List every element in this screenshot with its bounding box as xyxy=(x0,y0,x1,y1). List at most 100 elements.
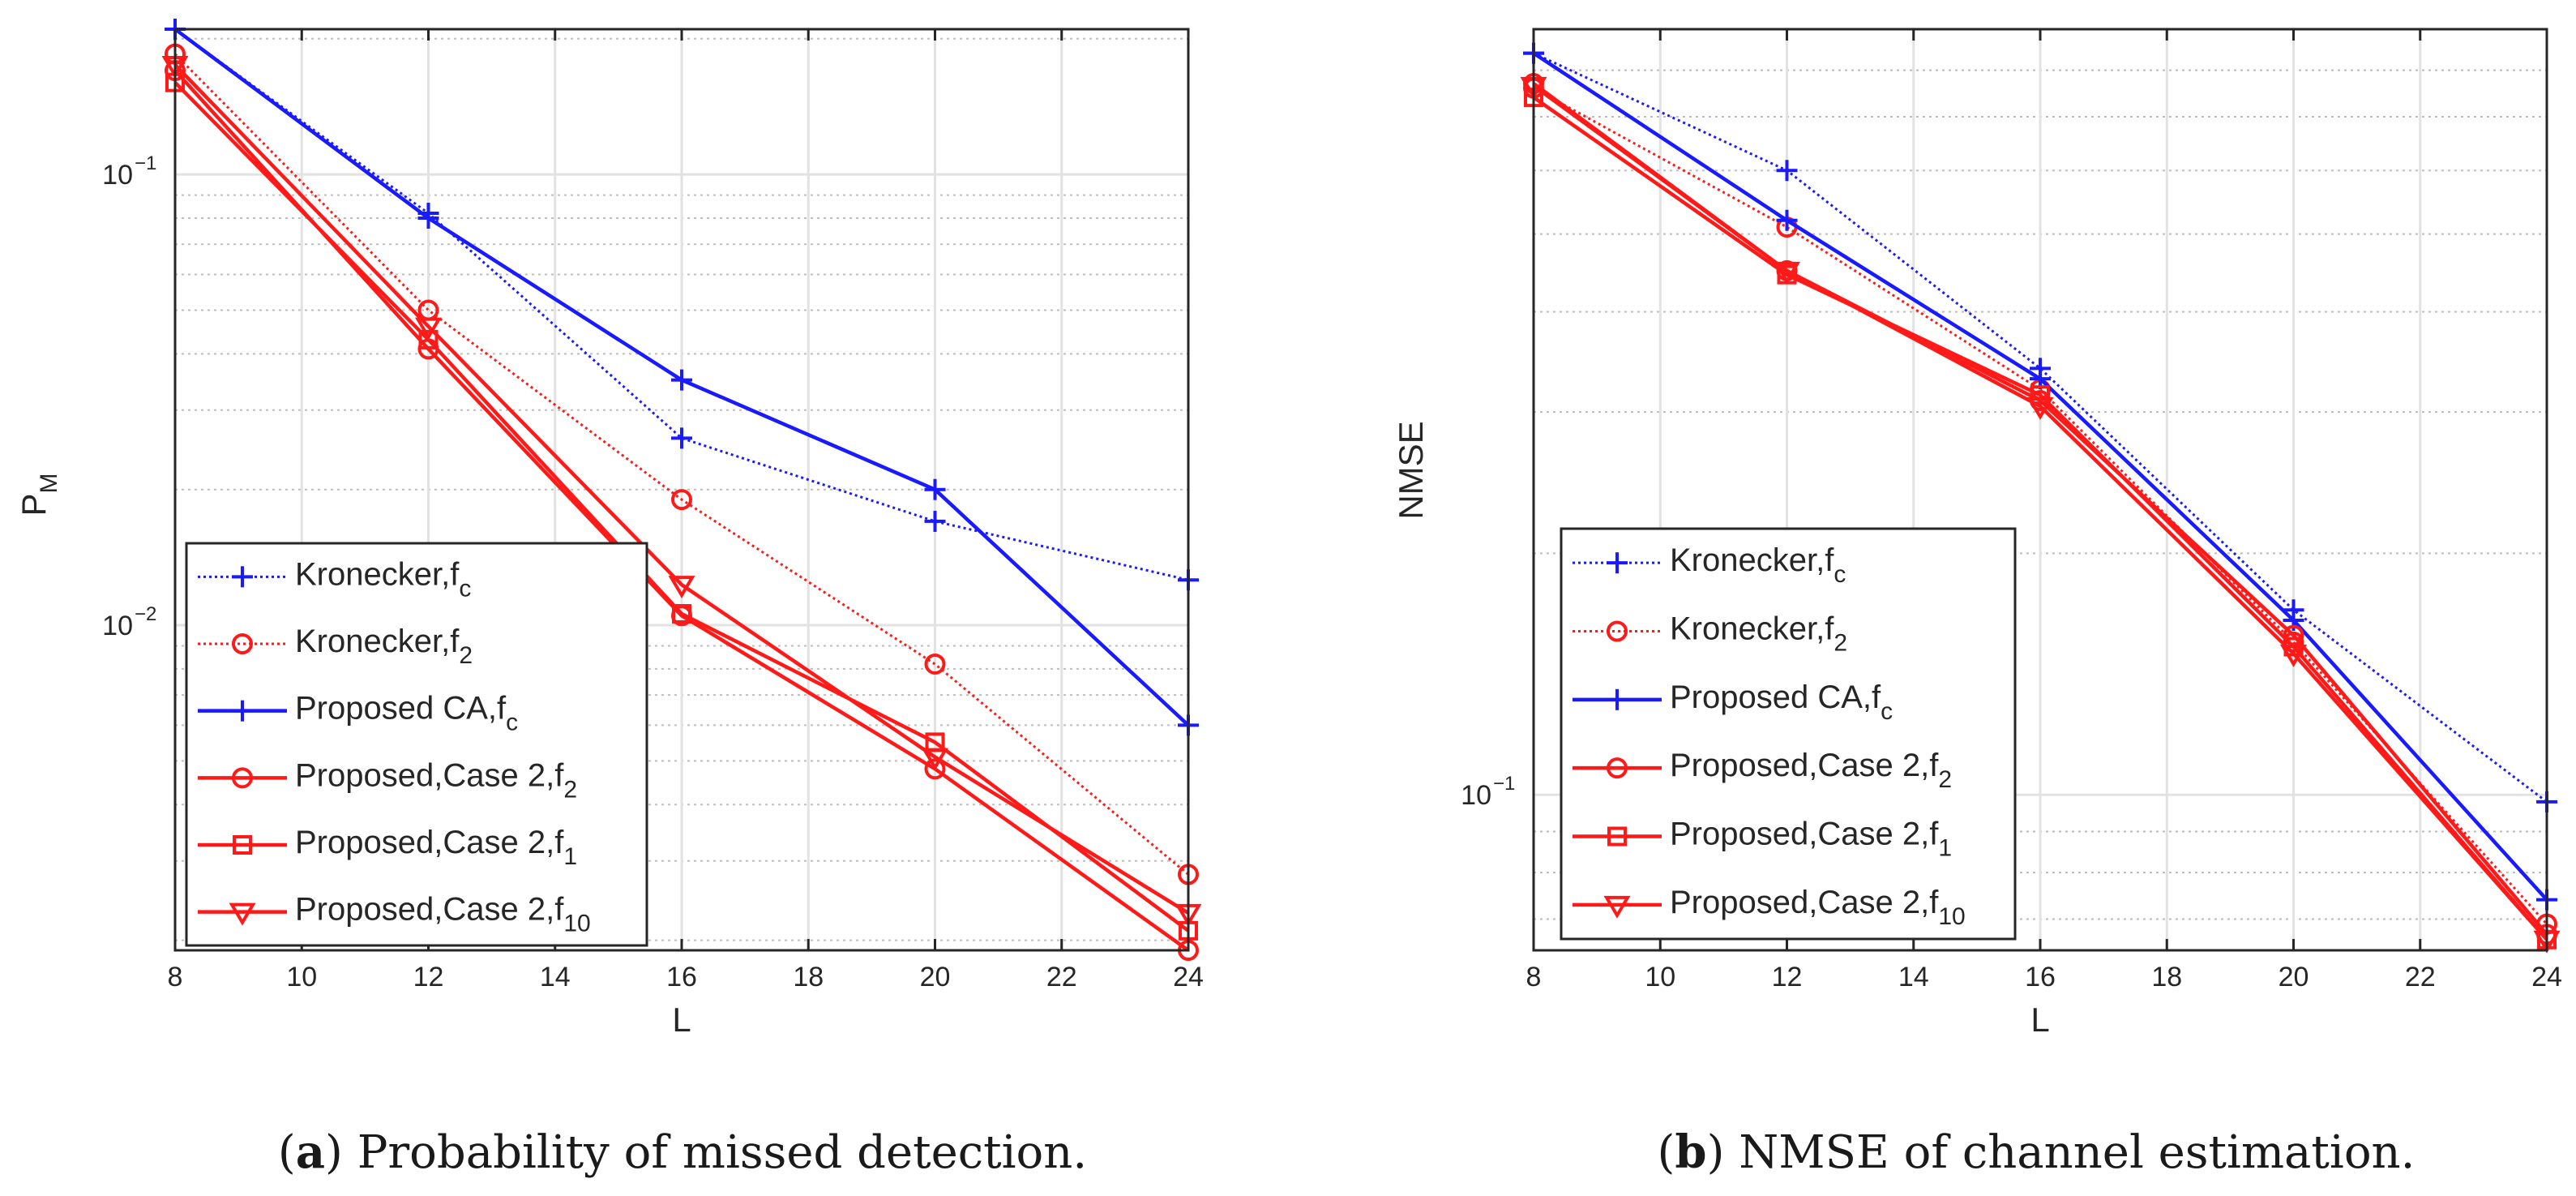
x-tick-label: 14 xyxy=(540,962,571,992)
triangle-marker xyxy=(1603,895,1631,919)
legend-entry: Kronecker,fc xyxy=(1573,542,1846,588)
legend-entry: Proposed,Case 2,f2 xyxy=(198,757,577,803)
legend-entry: Kronecker,fc xyxy=(198,556,471,602)
data-point xyxy=(1773,261,1801,285)
triangle-marker xyxy=(921,748,949,771)
legend-label: Proposed,Case 2,f10 xyxy=(1670,885,1966,930)
x-tick-label: 20 xyxy=(920,962,951,992)
x-tick-label: 18 xyxy=(2151,962,2182,992)
legend-box xyxy=(185,542,648,947)
legend-entry: Proposed,Case 2,f1 xyxy=(198,825,577,870)
x-tick-label: 24 xyxy=(1173,962,1204,992)
x-tick-label: 12 xyxy=(413,962,444,992)
legend-label: Kronecker,f2 xyxy=(1670,611,1847,657)
square-marker xyxy=(418,329,439,349)
caption: (b) NMSE of channel estimation. xyxy=(1658,1125,2416,1179)
x-tick-label: 10 xyxy=(1645,962,1675,992)
series-5 xyxy=(161,56,1202,927)
y-tick-base: 10 xyxy=(102,611,133,641)
data-point xyxy=(417,208,439,229)
legend-entry: Kronecker,f2 xyxy=(1573,611,1847,657)
data-point xyxy=(2030,385,2050,405)
legend-entry: Proposed,Case 2,f2 xyxy=(1573,748,1952,793)
legend-entry: Proposed CA,fc xyxy=(198,691,518,736)
y-tick-label: 10 −1 xyxy=(102,152,156,191)
data-point xyxy=(924,510,946,532)
y-axis-label: PM xyxy=(15,473,62,516)
x-tick-label: 14 xyxy=(1898,962,1929,992)
legend-entry: Proposed CA,fc xyxy=(1573,679,1893,725)
circle-marker xyxy=(1607,620,1628,642)
y-tick-exponent: −2 xyxy=(135,603,156,625)
legend-label: Proposed,Case 2,f2 xyxy=(295,757,577,803)
legend: Kronecker,fc Kronecker,f2 Proposed CA,fc Pr… xyxy=(1560,527,2017,941)
data-point xyxy=(1776,160,1798,182)
y-tick-label: 10 −1 xyxy=(1461,773,1515,811)
x-tick-label: 16 xyxy=(2025,962,2056,992)
series-5 xyxy=(1520,76,2561,954)
data-point xyxy=(671,369,692,391)
series-line xyxy=(1533,52,2548,804)
circle-marker xyxy=(232,767,253,789)
data-point xyxy=(671,489,692,511)
circle-marker xyxy=(671,489,692,511)
circle-marker xyxy=(1607,757,1628,779)
y-tick-label: 10 −2 xyxy=(102,603,156,641)
triangle-marker xyxy=(668,576,695,598)
triangle-marker xyxy=(2279,644,2308,667)
x-tick-label: 24 xyxy=(2531,962,2562,992)
data-point xyxy=(921,748,949,771)
data-point xyxy=(2279,644,2308,667)
y-tick-exponent: −1 xyxy=(1493,773,1515,795)
x-tick-label: 20 xyxy=(2279,962,2309,992)
series-line xyxy=(173,81,1190,932)
triangle-marker xyxy=(414,317,443,341)
x-tick-label: 12 xyxy=(1772,962,1803,992)
legend-label: Kronecker,fc xyxy=(1670,542,1846,588)
legend-label: Proposed CA,fc xyxy=(1670,679,1893,725)
x-tick-label: 22 xyxy=(1046,962,1077,992)
series-line xyxy=(173,53,1189,876)
x-tick-label: 18 xyxy=(793,962,824,992)
triangle-marker xyxy=(1773,261,1801,285)
legend-entry: Proposed,Case 2,f10 xyxy=(1573,885,1966,930)
legend-label: Proposed,Case 2,f1 xyxy=(295,825,577,870)
square-marker xyxy=(1607,826,1627,847)
data-point xyxy=(671,427,692,449)
legend-entry: Kronecker,f2 xyxy=(198,624,473,669)
data-point xyxy=(924,653,946,675)
data-point xyxy=(672,603,691,624)
series-line xyxy=(1532,84,2548,941)
x-tick-label: 16 xyxy=(666,962,697,992)
x-axis-label: L xyxy=(2030,1001,2049,1039)
series-line xyxy=(174,28,1189,581)
data-point xyxy=(924,478,946,500)
legend-label: Proposed,Case 2,f10 xyxy=(295,892,591,937)
legend-entry: Proposed,Case 2,f10 xyxy=(198,892,591,937)
legend: Kronecker,fc Kronecker,f2 Proposed CA,fc Pr… xyxy=(185,542,648,947)
circle-marker xyxy=(232,633,253,654)
legend-label: Kronecker,fc xyxy=(295,556,471,602)
series-line xyxy=(173,63,1190,915)
square-marker xyxy=(2030,385,2050,405)
data-point xyxy=(418,329,439,349)
caption: (a) Probability of missed detection. xyxy=(278,1125,1087,1179)
x-axis-label: L xyxy=(672,1001,691,1039)
square-marker xyxy=(672,603,691,624)
x-tick-label: 10 xyxy=(286,962,317,992)
series-line xyxy=(1532,96,2548,941)
x-tick-label: 8 xyxy=(1526,962,1542,992)
circle-marker xyxy=(924,653,946,675)
y-tick-exponent: −1 xyxy=(135,152,156,174)
circle-marker xyxy=(924,758,946,780)
y-axis-label: NMSE xyxy=(1392,421,1430,519)
data-point xyxy=(414,317,443,341)
triangle-marker xyxy=(2026,397,2054,420)
data-point xyxy=(668,576,695,598)
legend-label: Kronecker,f2 xyxy=(295,624,473,669)
x-tick-label: 22 xyxy=(2405,962,2436,992)
legend-label: Proposed CA,fc xyxy=(295,691,518,736)
data-point xyxy=(1776,209,1798,231)
